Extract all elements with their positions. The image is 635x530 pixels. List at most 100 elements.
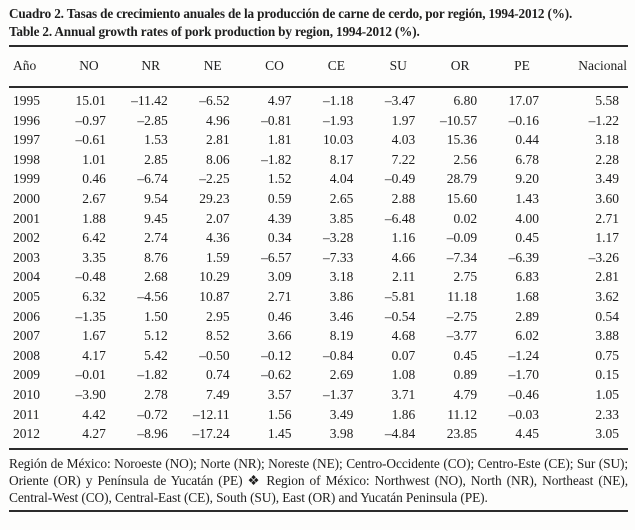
value-cell: 8.17 <box>329 151 354 167</box>
year-cell: 1996 <box>13 112 40 128</box>
value-cell: –3.47 <box>384 93 416 108</box>
value-cell: 2.28 <box>595 151 619 167</box>
value-cell: 4.39 <box>267 210 292 226</box>
value-cell: 28.79 <box>446 171 478 187</box>
year-cell: 1998 <box>13 151 40 167</box>
value-cell: 5.58 <box>595 93 619 108</box>
year-cell: 2012 <box>13 426 40 442</box>
value-cell: –6.39 <box>508 249 539 265</box>
table-caption: Cuadro 2. Tasas de crecimiento anuales d… <box>9 5 628 41</box>
value-cell: 29.23 <box>199 190 230 206</box>
value-cell: 15.60 <box>446 190 478 206</box>
value-cell: 0.45 <box>453 347 478 363</box>
value-cell: 1.01 <box>82 151 106 167</box>
column-header-ne: NE <box>181 45 244 88</box>
table-row: 2006 –1.35 1.50 2.95 0.46 3.46 –0.54 –2.75 2.89 0… <box>9 307 628 327</box>
value-cell: 15.36 <box>446 132 478 148</box>
value-cell: –0.12 <box>261 347 292 363</box>
value-cell: 4.66 <box>391 249 416 265</box>
year-cell: 1999 <box>13 171 40 187</box>
year-cell: 2004 <box>13 269 40 285</box>
value-cell: 3.18 <box>595 132 619 148</box>
value-cell: –1.24 <box>508 347 539 363</box>
value-cell: 2.88 <box>391 190 416 206</box>
value-cell: 1.50 <box>144 308 168 324</box>
value-cell: –3.77 <box>446 328 478 344</box>
value-cell: 9.45 <box>144 210 168 226</box>
value-cell: –11.42 <box>131 93 168 108</box>
value-cell: –10.57 <box>440 112 478 128</box>
value-cell: 4.68 <box>391 328 416 344</box>
year-cell: 2000 <box>13 190 40 206</box>
value-cell: –0.48 <box>75 269 106 285</box>
value-cell: 1.53 <box>144 132 168 148</box>
table-row: 2011 4.42 –0.72 –12.11 1.56 3.49 1.86 11.12 –0.0… <box>9 405 628 425</box>
value-cell: 2.56 <box>453 151 478 167</box>
value-cell: 11.18 <box>447 288 478 304</box>
title-spanish: Cuadro 2. Tasas de crecimiento anuales d… <box>9 6 573 21</box>
value-cell: 4.42 <box>82 406 106 422</box>
year-cell: 1997 <box>13 132 40 148</box>
value-cell: –0.54 <box>384 308 416 324</box>
table-row: 2004 –0.48 2.68 10.29 3.09 3.18 2.11 2.75 6.83 2.… <box>9 267 628 287</box>
year-cell: 2011 <box>13 406 40 422</box>
year-cell: 2010 <box>13 386 40 402</box>
value-cell: 2.81 <box>206 132 230 148</box>
value-cell: 0.44 <box>515 132 539 148</box>
value-cell: 2.85 <box>144 151 168 167</box>
value-cell: 3.57 <box>267 386 292 402</box>
value-cell: –0.01 <box>75 367 106 383</box>
table-row: 2005 6.32 –4.56 10.87 2.71 3.86 –5.81 11.18 1.68… <box>9 287 628 307</box>
value-cell: –3.90 <box>75 386 106 402</box>
value-cell: 0.15 <box>595 367 619 383</box>
value-cell: 7.49 <box>206 386 230 402</box>
table-row: 2001 1.88 9.45 2.07 4.39 3.85 –6.48 0.02 4.00 2.7… <box>9 209 628 229</box>
value-cell: 2.71 <box>267 288 292 304</box>
footnote: Región de México: Noroeste (NO); Norte (… <box>9 455 628 512</box>
value-cell: 1.56 <box>267 406 292 422</box>
value-cell: –6.52 <box>199 93 230 108</box>
column-header-ano: Año <box>9 45 58 88</box>
value-cell: 2.69 <box>329 367 354 383</box>
table-row: 2003 3.35 8.76 1.59 –6.57 –7.33 4.66 –7.34 –6.39… <box>9 248 628 268</box>
table-row: 2012 4.27 –8.96 –17.24 1.45 3.98 –4.84 23.85 4.4… <box>9 424 628 449</box>
value-cell: 7.22 <box>391 151 416 167</box>
year-cell: 2008 <box>13 347 40 363</box>
value-cell: 0.45 <box>515 230 539 246</box>
value-cell: 2.11 <box>392 269 416 285</box>
table-row: 2002 6.42 2.74 4.36 0.34 –3.28 1.16 –0.09 0.45 1.… <box>9 228 628 248</box>
table-header: Año NO NR NE CO CE SU OR PE Nacional <box>9 45 628 88</box>
table-row: 2010 –3.90 2.78 7.49 3.57 –1.37 3.71 4.79 –0.46 1… <box>9 385 628 405</box>
value-cell: –1.93 <box>323 112 354 128</box>
value-cell: 3.88 <box>595 328 619 344</box>
value-cell: 3.86 <box>329 288 354 304</box>
value-cell: –1.18 <box>323 93 354 108</box>
value-cell: 1.45 <box>267 426 292 442</box>
table-row: 2000 2.67 9.54 29.23 0.59 2.65 2.88 15.60 1.43 3.… <box>9 189 628 209</box>
value-cell: 3.66 <box>267 328 292 344</box>
value-cell: 6.83 <box>515 269 539 285</box>
value-cell: 0.02 <box>453 210 478 226</box>
value-cell: –2.75 <box>446 308 478 324</box>
value-cell: –0.84 <box>323 347 354 363</box>
year-cell: 2001 <box>13 210 40 226</box>
year-cell: 2006 <box>13 308 40 324</box>
value-cell: 4.97 <box>267 93 292 108</box>
value-cell: 0.59 <box>267 190 292 206</box>
value-cell: –6.57 <box>261 249 292 265</box>
value-cell: –6.74 <box>137 171 168 187</box>
value-cell: –3.28 <box>323 230 354 246</box>
value-cell: –7.34 <box>446 249 478 265</box>
value-cell: 1.17 <box>595 230 619 246</box>
year-cell: 2002 <box>13 230 40 246</box>
value-cell: 2.81 <box>595 269 619 285</box>
value-cell: –1.70 <box>508 367 539 383</box>
value-cell: 8.52 <box>206 328 230 344</box>
value-cell: 4.00 <box>515 210 539 226</box>
value-cell: 2.71 <box>595 210 619 226</box>
value-cell: 4.36 <box>206 230 230 246</box>
value-cell: –0.46 <box>508 386 539 402</box>
value-cell: –0.81 <box>261 112 292 128</box>
value-cell: –0.72 <box>137 406 168 422</box>
value-cell: –7.33 <box>323 249 354 265</box>
